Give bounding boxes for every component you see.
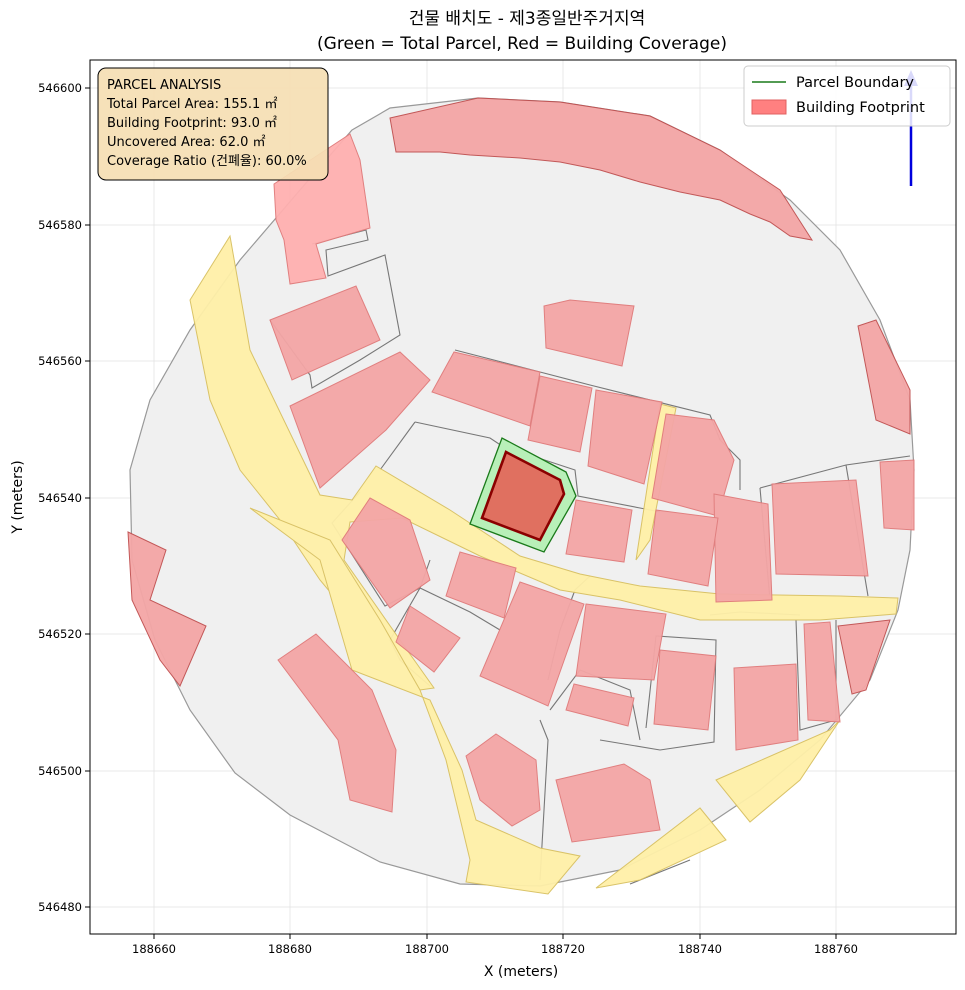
info-heading: PARCEL ANALYSIS — [107, 78, 221, 93]
legend: Parcel Boundary Building Footprint — [743, 65, 951, 127]
x-tick-label: 188740 — [678, 942, 722, 956]
target-building[interactable] — [480, 450, 566, 542]
info-total-area: Total Parcel Area: 155.1 ㎡ — [106, 97, 277, 112]
building — [803, 621, 841, 723]
building — [713, 493, 773, 603]
building — [653, 649, 717, 731]
y-tick-label: 546520 — [38, 627, 82, 641]
y-tick-label: 546480 — [38, 900, 82, 914]
y-axis-label: Y (meters) — [10, 460, 26, 534]
x-tick-label: 188760 — [814, 942, 858, 956]
x-tick-label: 188660 — [132, 942, 176, 956]
building — [879, 459, 915, 531]
building — [651, 413, 735, 517]
x-ticks — [153, 934, 837, 939]
building — [575, 603, 667, 681]
building — [269, 285, 381, 381]
building — [837, 619, 891, 695]
legend-building-swatch — [751, 99, 787, 115]
legend-parcel-label: Parcel Boundary — [796, 75, 914, 91]
side-road — [249, 507, 581, 895]
building — [445, 551, 517, 619]
info-footprint: Building Footprint: 93.0 ㎡ — [107, 116, 277, 131]
y-tick-label: 546600 — [38, 81, 82, 95]
building — [565, 683, 635, 727]
building-north-row — [389, 97, 814, 241]
y-ticks — [85, 87, 90, 908]
legend-building-label: Building Footprint — [796, 100, 925, 116]
title-line-2: (Green = Total Parcel, Red = Building Co… — [317, 34, 727, 54]
building — [543, 299, 635, 367]
x-tick-label: 188700 — [405, 942, 449, 956]
x-tick-label: 188680 — [268, 942, 312, 956]
building-layer — [127, 97, 915, 843]
building — [647, 509, 719, 587]
road-segment-south — [595, 807, 727, 889]
building — [465, 733, 541, 827]
road-segment-southeast — [715, 719, 841, 823]
building — [733, 663, 799, 751]
building — [565, 499, 633, 563]
building — [527, 375, 593, 453]
title-line-1: 건물 배치도 - 제3종일반주거지역 — [409, 9, 645, 29]
building — [127, 531, 207, 687]
x-tick-label: 188720 — [541, 942, 585, 956]
axes-frame — [89, 59, 957, 935]
y-tick-label: 546500 — [38, 764, 82, 778]
building — [555, 763, 661, 843]
building — [341, 497, 431, 609]
building — [431, 351, 541, 427]
info-uncovered: Uncovered Area: 62.0 ㎡ — [107, 135, 266, 150]
building — [289, 351, 431, 489]
y-tick-label: 546580 — [38, 218, 82, 232]
y-tick-label: 546540 — [38, 491, 82, 505]
building — [395, 605, 461, 673]
building — [857, 319, 911, 435]
building — [479, 581, 585, 707]
info-coverage-ratio: Coverage Ratio (건폐율): 60.0% — [107, 154, 307, 169]
building — [277, 633, 397, 813]
parcel-analysis-box: PARCEL ANALYSIS Total Parcel Area: 155.1… — [97, 67, 329, 181]
y-tick-label: 546560 — [38, 354, 82, 368]
x-axis-label: X (meters) — [484, 964, 558, 980]
building — [771, 479, 869, 577]
building — [587, 389, 663, 485]
